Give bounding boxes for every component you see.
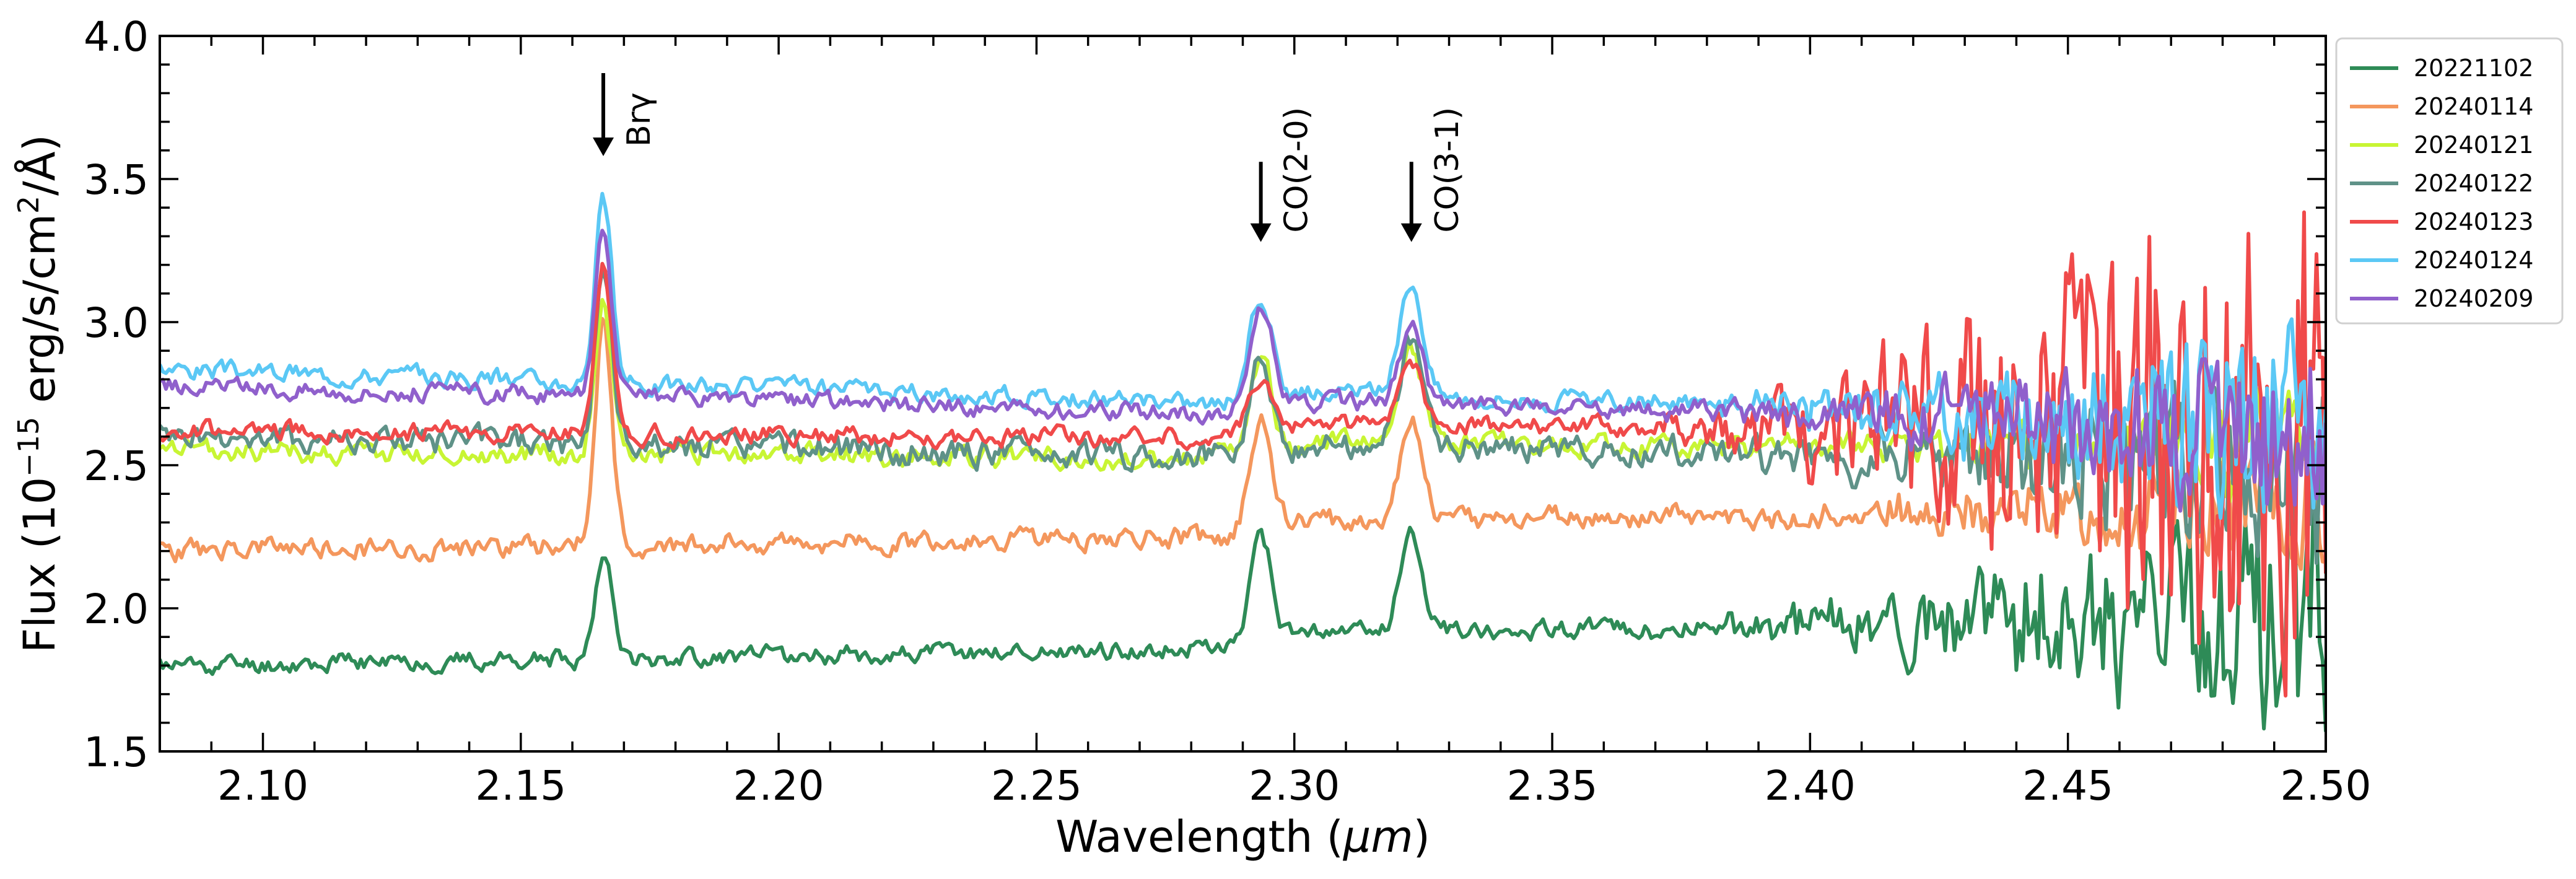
annotations-layer: Brγ CO(2-0) CO(3-1) [593,73,1466,242]
ticks-layer: 2.10 2.15 2.20 2.25 2.30 2.35 2.40 2.45 2.50 1.5 2… [84,13,2371,810]
x-tick-label: 2.40 [1765,762,1856,810]
x-tick-label: 2.10 [217,762,308,810]
x-tick-label: 2.30 [1249,762,1340,810]
series-line-20221102 [160,505,2326,732]
x-tick-label: 2.25 [991,762,1082,810]
y-tick-label: 2.0 [84,585,149,633]
legend-label: 20221102 [2414,55,2533,82]
y-tick-label: 2.5 [84,442,149,490]
x-tick-label: 2.45 [2022,762,2113,810]
series-line-20240124 [160,191,2326,520]
annotation-label: CO(3-1) [1429,107,1466,233]
y-tick-label: 1.5 [84,728,149,776]
annotation-label: Brγ [621,92,658,147]
legend-label: 20240114 [2414,93,2533,120]
x-tick-label: 2.20 [733,762,824,810]
legend: 20221102 20240114 20240121 20240122 20240123… [2335,37,2564,325]
series-line-20240123 [160,210,2326,698]
legend-label: 20240209 [2414,285,2533,312]
x-axis-title: Wavelength (μm) [1055,811,1430,862]
series-layer [160,191,2326,732]
legend-box [2335,37,2564,325]
series-line-20240209 [160,229,2326,513]
annotation-arrowhead [593,138,614,157]
legend-label: 20240121 [2414,131,2533,159]
legend-label: 20240124 [2414,247,2533,274]
annotation-arrowhead [1250,223,1272,242]
y-axis-title: Flux (10−15 erg/s/cm2/Å) [12,134,65,653]
x-tick-label: 2.15 [475,762,566,810]
y-tick-label: 3.0 [84,299,149,347]
series-line-20240114 [160,317,2326,571]
x-tick-label: 2.35 [1507,762,1598,810]
legend-label: 20240122 [2414,170,2533,197]
annotation-arrowhead [1400,223,1422,242]
y-tick-label: 4.0 [84,13,149,61]
x-tick-label: 2.50 [2281,762,2372,810]
legend-label: 20240123 [2414,208,2533,235]
annotation-label: CO(2-0) [1278,107,1316,233]
y-tick-label: 3.5 [84,156,149,204]
